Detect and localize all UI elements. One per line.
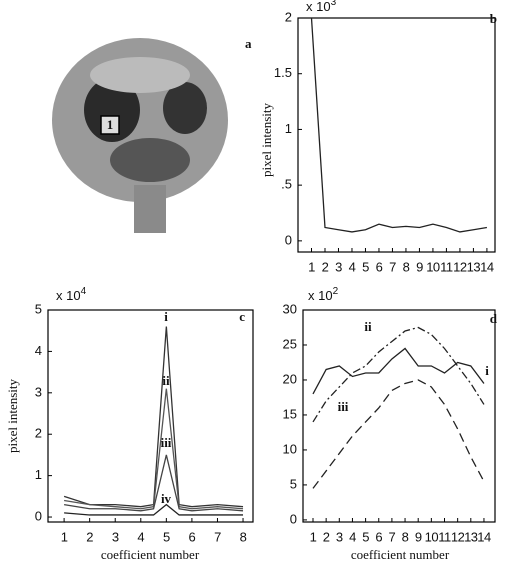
axis-multiplier: x 102 — [308, 286, 339, 304]
y-tick-label: 3 — [35, 384, 42, 399]
x-tick-label: 6 — [376, 259, 383, 274]
series-label: iv — [161, 491, 172, 506]
x-tick-label: 2 — [86, 529, 93, 544]
y-tick-label: 5 — [290, 476, 297, 491]
y-tick-label: 2 — [285, 9, 292, 24]
x-tick-label: 3 — [112, 529, 119, 544]
x-tick-label: 2 — [322, 259, 329, 274]
panel-label: a — [245, 36, 252, 51]
x-tick-label: 6 — [189, 529, 196, 544]
panel-label: c — [239, 309, 245, 324]
y-tick-label: .5 — [281, 177, 292, 192]
y-tick-label: 1.5 — [274, 65, 292, 80]
x-tick-label: 8 — [403, 259, 410, 274]
x-tick-label: 5 — [163, 529, 170, 544]
y-tick-label: 2 — [35, 426, 42, 441]
plot-frame — [303, 310, 495, 522]
y-axis-label: pixel intensity — [5, 378, 20, 453]
y-tick-label: 25 — [283, 336, 297, 351]
x-tick-label: 2 — [323, 529, 330, 544]
y-tick-label: 5 — [35, 301, 42, 316]
x-tick-label: 7 — [214, 529, 221, 544]
y-tick-label: 20 — [283, 371, 297, 386]
brain-image — [52, 38, 228, 233]
x-tick-label: 4 — [349, 529, 356, 544]
series-label: iii — [161, 435, 172, 450]
figure: 1 a 0.511.521234567891011121314bx 103pix… — [0, 0, 505, 569]
x-tick-label: 9 — [416, 259, 423, 274]
data-line — [313, 380, 484, 488]
series-label: ii — [162, 373, 170, 388]
axis-multiplier: x 103 — [306, 0, 337, 14]
x-tick-label: 11 — [440, 259, 453, 274]
x-tick-label: 5 — [362, 259, 369, 274]
x-tick-label: 12 — [451, 529, 465, 544]
x-tick-label: 5 — [362, 529, 369, 544]
x-tick-label: 8 — [402, 529, 409, 544]
y-tick-label: 0 — [290, 511, 297, 526]
image-dark-region — [163, 82, 207, 134]
data-line — [64, 327, 243, 507]
x-tick-label: 1 — [61, 529, 68, 544]
axis-multiplier: x 104 — [56, 286, 87, 304]
x-tick-label: 13 — [464, 529, 478, 544]
x-tick-label: 1 — [308, 259, 315, 274]
x-tick-label: 1 — [310, 529, 317, 544]
multiplier-base: x 10 — [306, 0, 331, 14]
x-tick-label: 11 — [438, 529, 451, 544]
y-tick-label: 10 — [283, 441, 297, 456]
multiplier-exponent: 4 — [81, 286, 87, 297]
image-dark-region — [110, 138, 190, 182]
y-tick-label: 30 — [283, 301, 297, 316]
x-tick-label: 13 — [467, 259, 481, 274]
y-tick-label: 1 — [35, 467, 42, 482]
series-label: iii — [338, 399, 349, 414]
x-tick-label: 4 — [137, 529, 144, 544]
series-label: i — [164, 309, 168, 324]
x-tick-label: 3 — [335, 259, 342, 274]
series-label: ii — [364, 319, 372, 334]
roi-label: 1 — [107, 117, 114, 132]
x-tick-label: 7 — [389, 259, 396, 274]
y-tick-label: 15 — [283, 406, 297, 421]
panel-label: b — [490, 11, 497, 26]
y-tick-label: 4 — [35, 343, 42, 358]
x-tick-label: 9 — [415, 529, 422, 544]
x-tick-label: 10 — [425, 529, 439, 544]
x-tick-label: 3 — [336, 529, 343, 544]
plot-frame — [298, 18, 495, 252]
x-axis-label: coefficient number — [351, 547, 450, 562]
image-light-region — [90, 57, 190, 93]
x-axis-label: coefficient number — [101, 547, 200, 562]
x-tick-label: 10 — [426, 259, 440, 274]
series-label: i — [485, 363, 489, 378]
y-tick-label: 1 — [285, 121, 292, 136]
data-line — [311, 18, 486, 232]
multiplier-base: x 10 — [56, 288, 81, 303]
multiplier-base: x 10 — [308, 288, 333, 303]
y-tick-label: 0 — [285, 232, 292, 247]
x-tick-label: 8 — [240, 529, 247, 544]
multiplier-exponent: 3 — [331, 0, 337, 8]
x-tick-label: 6 — [375, 529, 382, 544]
plot-frame — [48, 310, 253, 522]
x-tick-label: 7 — [389, 529, 396, 544]
multiplier-exponent: 2 — [333, 286, 339, 297]
x-tick-label: 12 — [453, 259, 467, 274]
panel-label: d — [490, 311, 498, 326]
x-tick-label: 14 — [477, 529, 491, 544]
x-tick-label: 14 — [480, 259, 494, 274]
y-tick-label: 0 — [35, 508, 42, 523]
y-axis-label: pixel intensity — [259, 102, 274, 177]
x-tick-label: 4 — [349, 259, 356, 274]
image-stem — [134, 185, 166, 233]
data-line — [64, 389, 243, 509]
